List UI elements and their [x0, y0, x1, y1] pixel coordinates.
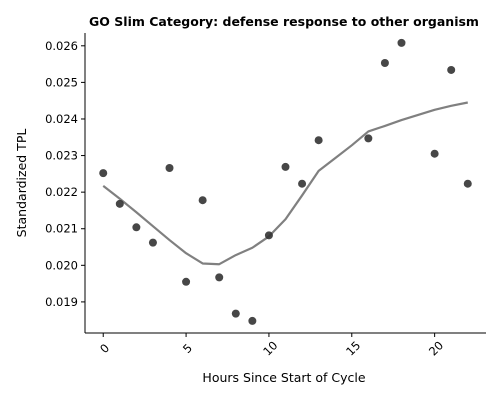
data-point [182, 277, 191, 286]
data-point [215, 273, 224, 282]
x-tick-label: 0 [97, 341, 112, 356]
y-axis-label: Standardized TPL [14, 129, 29, 238]
data-point [447, 65, 456, 74]
data-point [314, 136, 323, 145]
y-tick-label: 0.023 [45, 149, 78, 163]
y-tick-label: 0.025 [45, 75, 78, 89]
data-point [397, 38, 406, 47]
data-point [115, 199, 124, 208]
data-point [364, 134, 373, 143]
y-ticks: 0.019 0.020 0.021 0.022 0.023 0.024 0.025 0.026 [45, 39, 85, 309]
data-point [132, 223, 141, 232]
x-axis-label: Hours Since Start of Cycle [202, 370, 365, 385]
axes [84, 33, 486, 334]
x-tick-label: 10 [260, 338, 280, 358]
x-tick-label: 20 [426, 338, 446, 358]
data-point [281, 162, 290, 171]
data-point [430, 149, 439, 158]
data-point [165, 164, 174, 172]
chart-title: GO Slim Category: defense response to ot… [89, 14, 479, 29]
y-tick-label: 0.019 [45, 295, 78, 309]
y-tick-label: 0.021 [45, 222, 78, 236]
x-tick-label: 5 [180, 341, 195, 356]
data-point [248, 316, 257, 325]
data-point [298, 179, 307, 188]
y-tick-label: 0.022 [45, 185, 78, 199]
data-point [231, 309, 240, 318]
y-tick-label: 0.026 [45, 39, 78, 53]
smoothed-trend-line [102, 101, 468, 266]
smoothed-line-series [102, 101, 468, 266]
data-point [380, 59, 389, 67]
scatter-points [99, 38, 472, 325]
x-tick-label: 15 [343, 338, 363, 358]
y-tick-label: 0.020 [45, 258, 78, 272]
data-point [264, 231, 273, 240]
y-tick-label: 0.024 [45, 112, 78, 126]
data-point [198, 196, 207, 205]
x-ticks: 0 5 10 15 20 [97, 333, 446, 359]
data-point [148, 238, 157, 247]
data-point [99, 169, 108, 178]
data-point [463, 179, 472, 188]
